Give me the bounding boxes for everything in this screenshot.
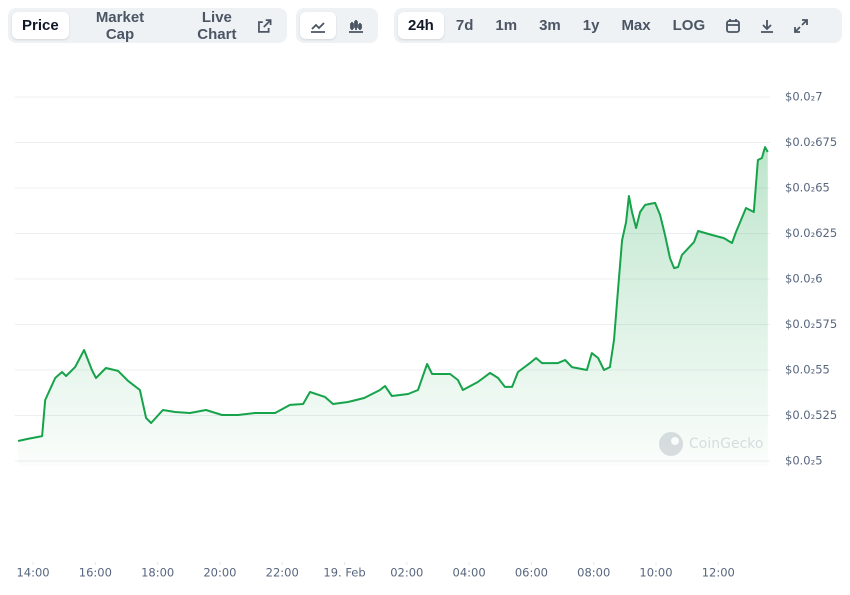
candle-chart-button[interactable]	[338, 12, 374, 39]
x-tick-label: 06:00	[515, 566, 548, 580]
price-line	[17, 146, 769, 442]
x-tick-label: 18:00	[141, 566, 174, 580]
x-tick-label: 08:00	[577, 566, 610, 580]
x-tick-label: 10:00	[639, 566, 672, 580]
tab[interactable]: Live Chart	[171, 9, 283, 43]
x-tick-label: 12:00	[702, 566, 735, 580]
x-tick-label: 14:00	[16, 566, 49, 580]
y-tick-label: $0.0₂525	[785, 408, 837, 422]
tab[interactable]: Price	[12, 12, 69, 39]
tab[interactable]: Market Cap	[71, 9, 170, 43]
range-tabs: 24h 7d 1m 3m 1y Max LOG	[394, 8, 842, 43]
view-tabs: Price Market Cap Live Chart	[8, 8, 287, 43]
y-tick-label: $0.0₂6	[785, 272, 823, 286]
y-tick-label: $0.0₂5	[785, 454, 823, 468]
watermark-text: CoinGecko	[689, 436, 763, 452]
y-tick-label: $0.0₂625	[785, 226, 837, 240]
calendar-button[interactable]	[717, 12, 749, 39]
y-tick-label: $0.0₂65	[785, 181, 830, 195]
x-tick-label: 16:00	[79, 566, 112, 580]
chart-style	[296, 8, 378, 43]
y-tick-label: $0.0₂575	[785, 317, 837, 331]
range[interactable]: 1y	[573, 12, 610, 39]
range[interactable]: Max	[611, 12, 660, 39]
y-tick-label: $0.0₂675	[785, 135, 837, 149]
external-icon	[258, 18, 272, 33]
x-tick-label: 19. Feb	[323, 566, 365, 580]
tab-label: Live Chart	[197, 8, 237, 43]
watermark: CoinGecko	[659, 432, 763, 456]
range[interactable]: 24h	[398, 12, 444, 39]
line-chart-button[interactable]	[300, 12, 336, 39]
x-tick-label: 02:00	[390, 566, 423, 580]
y-tick-label: $0.0₂7	[785, 90, 823, 104]
x-tick-label: 22:00	[266, 566, 299, 580]
range[interactable]: 3m	[529, 12, 571, 39]
x-tick-label: 04:00	[453, 566, 486, 580]
range[interactable]: 1m	[485, 12, 527, 39]
y-tick-label: $0.0₂55	[785, 363, 830, 377]
fullscreen-button[interactable]	[785, 12, 817, 39]
x-tick-label: 20:00	[203, 566, 236, 580]
range[interactable]: LOG	[663, 12, 716, 39]
download-button[interactable]	[751, 12, 783, 39]
range[interactable]: 7d	[446, 12, 484, 39]
price-area	[18, 147, 768, 466]
